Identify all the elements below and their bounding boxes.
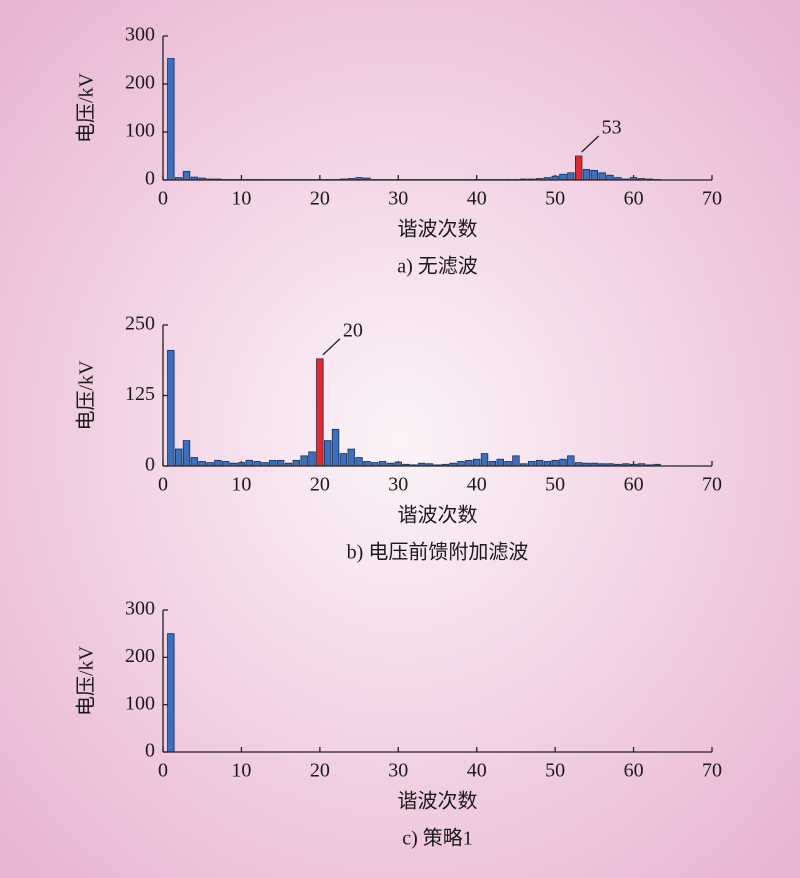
y-tick-label: 200 [125,72,155,94]
y-tick-label: 200 [125,645,155,667]
bar [167,349,175,467]
bar [535,459,544,467]
bar [598,172,606,181]
x-tick-label: 10 [231,188,251,210]
annotation: 53 [602,117,622,139]
bar [559,173,567,181]
x-tick-label: 20 [310,474,330,496]
x-tick-label: 60 [624,474,644,496]
annotation-leader [322,338,341,356]
caption: c) 策略1 [402,827,473,850]
bar [512,455,520,467]
x-tick-label: 50 [545,188,565,210]
x-tick-label: 70 [702,474,722,496]
bar [355,457,363,467]
bar [276,459,285,467]
y-tick-label: 0 [145,454,155,476]
x-tick-label: 20 [310,760,330,782]
bar [488,461,497,467]
x-tick-label: 50 [545,474,565,496]
bar [300,455,308,467]
bar [316,358,324,467]
x-tick-label: 10 [231,760,251,782]
y-axis-label: 电压/kV [75,360,98,431]
x-axis-label: 谐波次数 [398,790,478,813]
bar [567,172,575,181]
y-tick-label: 100 [125,120,155,142]
y-tick-label: 125 [125,383,155,405]
bar [559,458,567,467]
y-tick-label: 0 [145,740,155,762]
y-tick-label: 300 [125,598,155,620]
x-tick-label: 0 [158,760,168,782]
caption: a) 无滤波 [397,255,478,278]
bar [457,461,465,467]
bar [222,461,230,467]
y-axis-label: 电压/kV [75,645,98,716]
x-tick-label: 30 [388,760,408,782]
x-tick-label: 40 [467,760,487,782]
bar [496,458,504,467]
x-tick-label: 50 [545,760,565,782]
bar [543,461,551,467]
bar [606,174,614,181]
bar [567,455,575,467]
bar [269,459,277,467]
x-axis-label: 谐波次数 [398,504,478,527]
bar [292,459,301,467]
bar [308,451,316,467]
bar [347,448,355,467]
bar [167,633,175,753]
y-tick-label: 100 [125,692,155,714]
bar [465,459,473,467]
bar [174,448,183,467]
x-axis-label: 谐波次数 [398,218,478,241]
bar [167,58,175,181]
bar [198,461,206,467]
bar [253,461,261,467]
y-tick-label: 250 [125,313,155,335]
x-tick-label: 0 [158,188,168,210]
x-tick-label: 70 [702,188,722,210]
x-tick-label: 30 [388,474,408,496]
bar [182,440,191,467]
x-tick-label: 0 [158,474,168,496]
x-tick-label: 60 [624,760,644,782]
bar [339,453,348,467]
bar [182,170,191,181]
bar [574,155,583,181]
bar [214,459,222,467]
bar [331,428,340,467]
bar [473,458,481,467]
bar [245,459,253,467]
annotation: 20 [343,319,363,341]
bar [378,461,387,467]
bar [527,461,536,467]
bar [504,461,512,467]
x-tick-label: 10 [231,474,251,496]
x-tick-label: 40 [467,474,487,496]
bar [480,453,489,467]
y-axis-label: 电压/kV [75,72,98,143]
bar [190,457,199,467]
x-tick-label: 60 [624,188,644,210]
caption: b) 电压前馈附加滤波 [347,541,529,564]
bar [551,459,559,467]
y-tick-label: 0 [145,168,155,190]
x-tick-label: 20 [310,188,330,210]
y-tick-label: 300 [125,24,155,46]
bar [363,461,371,467]
annotation-leader [581,135,600,153]
x-tick-label: 40 [467,188,487,210]
x-tick-label: 30 [388,188,408,210]
bar [590,169,599,181]
x-tick-label: 70 [702,760,722,782]
bar [582,169,591,181]
bar [324,440,332,467]
